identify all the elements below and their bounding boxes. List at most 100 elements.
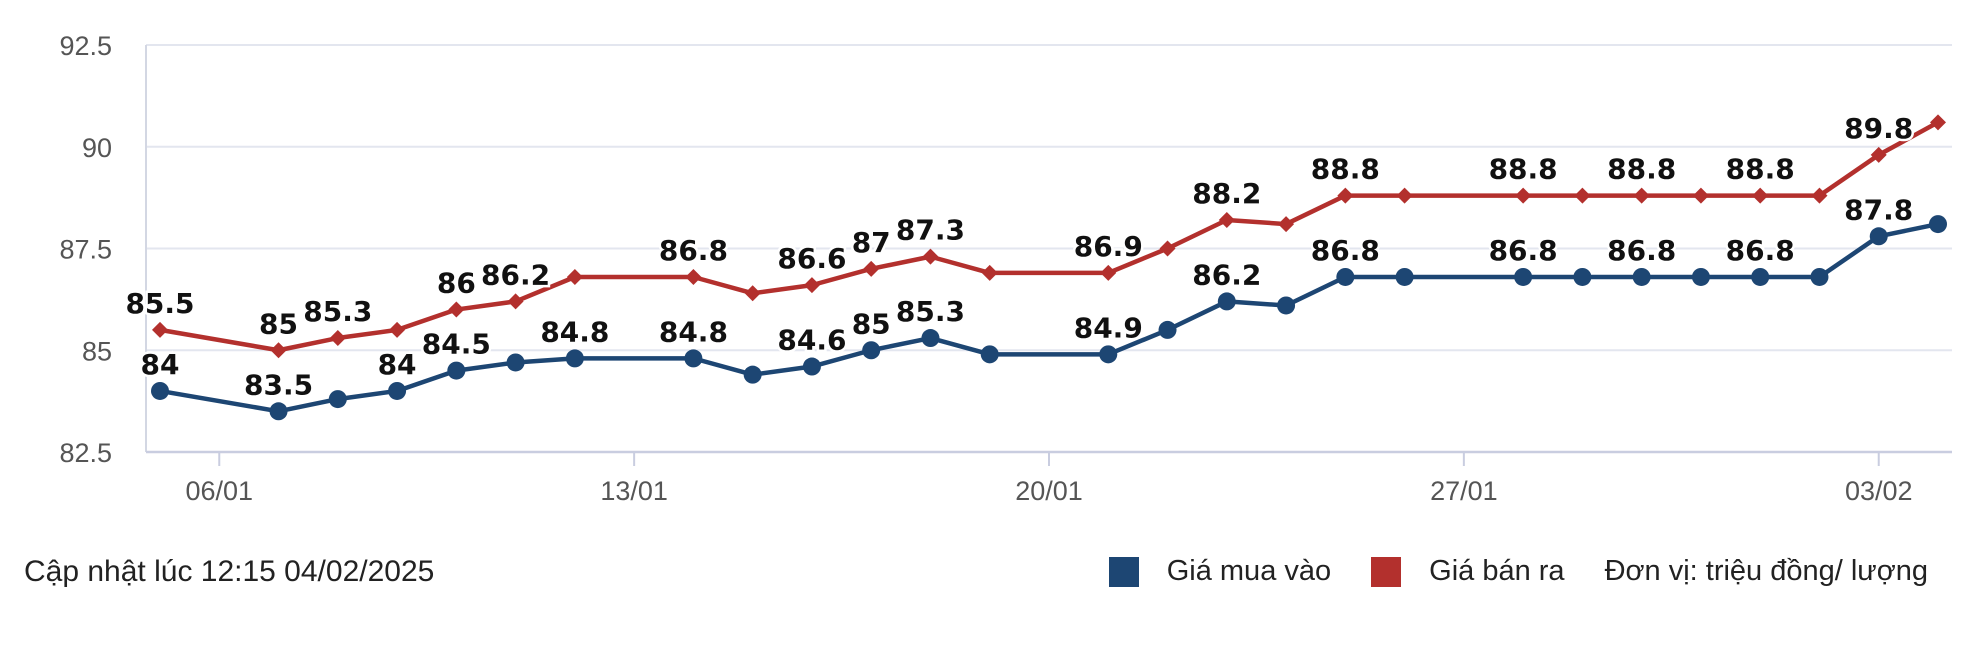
legend-item-buy[interactable]: Giá mua vào — [1108, 555, 1332, 588]
data-point — [1633, 187, 1650, 204]
data-point — [269, 402, 288, 421]
data-point — [1158, 320, 1177, 339]
data-point — [922, 248, 939, 265]
data-point — [388, 381, 407, 400]
data-point — [566, 268, 583, 285]
data-label: 84.9 — [1074, 311, 1143, 344]
data-point — [744, 285, 761, 302]
legend-swatch-buy — [1108, 556, 1139, 587]
data-point — [921, 329, 940, 348]
data-point — [1100, 264, 1117, 281]
data-point — [1217, 292, 1236, 311]
y-tick-label: 82.5 — [59, 438, 112, 468]
data-point — [1632, 267, 1651, 286]
data-label: 86.8 — [1489, 234, 1558, 267]
data-label: 85.3 — [303, 295, 372, 328]
y-tick-label: 90 — [82, 133, 112, 163]
legend-item-sell[interactable]: Giá bán ra — [1371, 555, 1565, 588]
data-point — [1336, 267, 1355, 286]
unit-label: Đơn vị: triệu đồng/ lượng — [1604, 555, 1928, 587]
data-point — [448, 301, 465, 318]
data-point — [329, 330, 346, 347]
data-label: 84 — [378, 348, 417, 381]
data-label: 84.6 — [777, 324, 846, 357]
data-label: 88.8 — [1489, 153, 1558, 186]
data-point — [1278, 216, 1295, 233]
data-point — [328, 390, 347, 409]
data-point — [389, 321, 406, 338]
data-point — [1395, 267, 1414, 286]
data-point — [152, 321, 168, 338]
grid-lines — [146, 44, 1952, 453]
data-point — [1929, 215, 1947, 234]
data-label: 86.8 — [1726, 234, 1795, 267]
updated-timestamp: Cập nhật lúc 12:15 04/02/2025 — [24, 555, 435, 588]
data-point — [802, 357, 821, 376]
data-point — [1574, 187, 1591, 204]
data-point — [1869, 227, 1888, 246]
data-point — [1515, 187, 1532, 204]
data-label: 87.3 — [896, 214, 965, 247]
data-label: 86.8 — [1311, 234, 1380, 267]
data-label: 87.8 — [1844, 193, 1913, 226]
data-label: 87 — [852, 226, 891, 259]
data-point — [1337, 187, 1354, 204]
data-label: 88.8 — [1726, 153, 1795, 186]
data-label: 86.6 — [777, 242, 846, 275]
data-point — [981, 264, 998, 281]
data-label: 88.8 — [1607, 153, 1676, 186]
data-label: 85 — [259, 307, 298, 340]
x-tick-label: 20/01 — [1015, 476, 1083, 506]
y-tick-label: 92.5 — [59, 31, 112, 61]
price-chart: 82.5 85 87.5 90 92.5 06/01 13/01 20/01 27/01 03/0… — [59, 31, 1952, 506]
data-point — [980, 345, 999, 364]
data-point — [506, 353, 525, 372]
data-label: 86.8 — [1607, 234, 1676, 267]
data-label: 86.8 — [659, 234, 728, 267]
data-point — [1099, 345, 1118, 364]
data-label: 86.2 — [1192, 258, 1261, 291]
data-label: 86.2 — [481, 258, 550, 291]
chart-footer: Cập nhật lúc 12:15 04/02/2025 Giá mua và… — [0, 545, 1988, 615]
data-point — [863, 260, 880, 277]
data-point — [1810, 267, 1829, 286]
data-label: 85 — [852, 307, 891, 340]
data-point — [1573, 267, 1592, 286]
y-tick-label: 87.5 — [59, 235, 112, 265]
legend-label-sell: Giá bán ra — [1429, 555, 1565, 587]
axes: 82.5 85 87.5 90 92.5 06/01 13/01 20/01 27/01 03/0… — [59, 31, 1952, 506]
x-tick-label: 03/02 — [1845, 476, 1913, 506]
data-point — [1691, 267, 1710, 286]
data-point — [1692, 187, 1709, 204]
data-label: 84.8 — [540, 315, 609, 348]
data-point — [803, 277, 820, 294]
data-point — [1811, 187, 1828, 204]
data-label: 88.8 — [1311, 153, 1380, 186]
data-label: 88.2 — [1192, 177, 1261, 210]
data-point — [1870, 146, 1887, 163]
data-point — [565, 349, 584, 368]
legend-label-buy: Giá mua vào — [1166, 555, 1332, 587]
data-point — [1218, 212, 1235, 229]
data-point — [684, 349, 703, 368]
y-tick-label: 85 — [82, 336, 112, 366]
data-label: 84 — [141, 348, 180, 381]
legend: Giá mua vào Giá bán ra Đơn vị: triệu đồn… — [1069, 555, 1928, 588]
data-label: 83.5 — [244, 368, 313, 401]
data-point — [1277, 296, 1296, 315]
x-tick-label: 27/01 — [1430, 476, 1498, 506]
data-point — [270, 342, 287, 359]
data-point — [1514, 267, 1533, 286]
data-point — [1930, 114, 1946, 131]
data-point — [1159, 240, 1176, 257]
data-label: 89.8 — [1844, 112, 1913, 145]
data-label: 84.5 — [422, 328, 491, 361]
data-point — [685, 268, 702, 285]
x-tick-label: 06/01 — [185, 476, 253, 506]
data-point — [447, 361, 466, 380]
legend-swatch-sell — [1371, 556, 1402, 587]
data-label: 86 — [437, 267, 476, 300]
data-label: 86.9 — [1074, 230, 1143, 263]
data-label: 84.8 — [659, 315, 728, 348]
